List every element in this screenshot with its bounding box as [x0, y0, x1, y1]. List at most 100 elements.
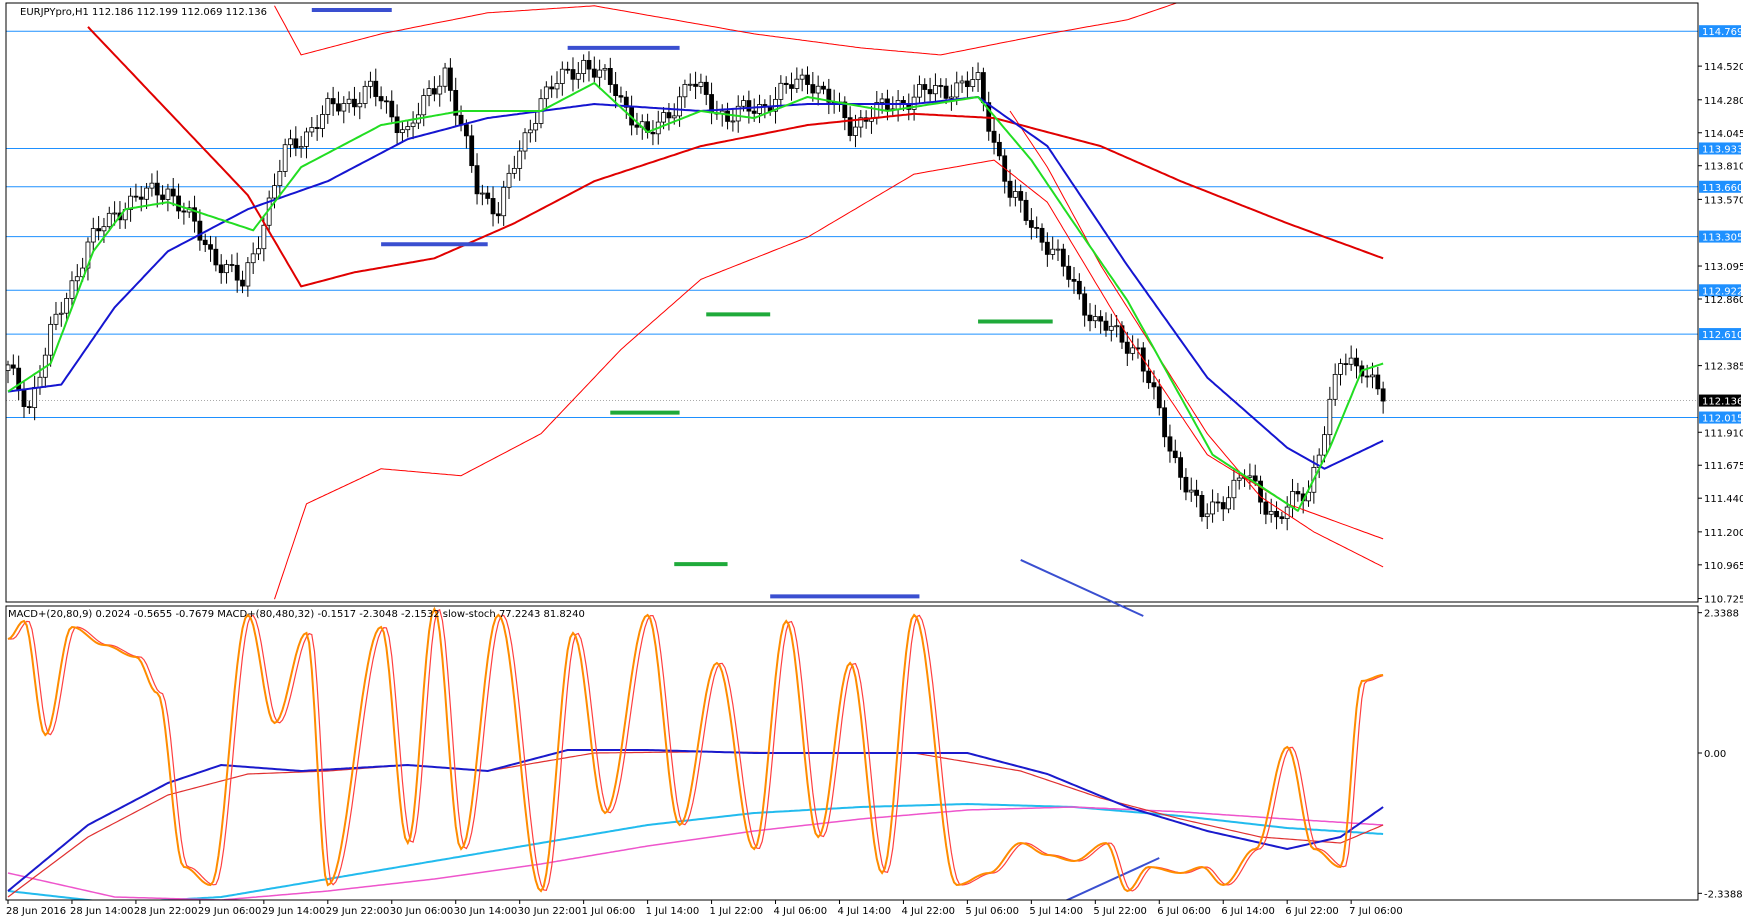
bull-candle[interactable] [165, 188, 171, 200]
bear-candle[interactable] [1220, 502, 1226, 510]
bear-candle[interactable] [842, 101, 848, 119]
bear-candle[interactable] [336, 103, 341, 112]
bull-candle[interactable] [1114, 325, 1120, 328]
bear-candle[interactable] [1183, 476, 1189, 493]
bull-candle[interactable] [527, 129, 533, 134]
bull-candle[interactable] [112, 212, 117, 215]
bear-candle[interactable] [751, 110, 757, 114]
bear-candle[interactable] [565, 68, 571, 71]
bear-candle[interactable] [1156, 386, 1162, 409]
bear-candle[interactable] [21, 388, 27, 407]
bull-candle[interactable] [1204, 513, 1210, 518]
bear-candle[interactable] [192, 207, 197, 222]
bear-candle[interactable] [1028, 220, 1034, 228]
bear-candle[interactable] [1076, 280, 1082, 295]
bull-candle[interactable] [346, 98, 352, 104]
bull-candle[interactable] [1338, 363, 1343, 375]
bear-candle[interactable] [458, 114, 464, 126]
bear-candle[interactable] [549, 86, 555, 90]
bull-candle[interactable] [304, 131, 309, 147]
bear-candle[interactable] [1082, 293, 1088, 316]
bear-candle[interactable] [1146, 370, 1152, 384]
bear-candle[interactable] [618, 95, 624, 98]
bull-candle[interactable] [320, 114, 325, 129]
bear-candle[interactable] [1258, 480, 1263, 503]
bear-candle[interactable] [650, 132, 656, 135]
bull-candle[interactable] [970, 79, 976, 88]
bear-candle[interactable] [725, 110, 730, 122]
bear-candle[interactable] [330, 98, 336, 105]
bull-candle[interactable] [245, 262, 251, 287]
bull-candle[interactable] [757, 104, 762, 114]
bull-candle[interactable] [69, 280, 75, 299]
bull-candle[interactable] [506, 172, 512, 188]
bear-candle[interactable] [1279, 516, 1285, 519]
bull-candle[interactable] [256, 248, 261, 255]
bear-candle[interactable] [352, 98, 357, 108]
bear-candle[interactable] [607, 68, 613, 85]
bull-candle[interactable] [250, 253, 256, 264]
bull-candle[interactable] [421, 95, 427, 116]
bull-candle[interactable] [426, 88, 432, 96]
bull-candle[interactable] [671, 115, 677, 119]
bear-candle[interactable] [1199, 495, 1205, 518]
bear-candle[interactable] [847, 117, 853, 136]
bull-candle[interactable] [853, 126, 858, 136]
bear-candle[interactable] [1167, 436, 1173, 452]
bear-candle[interactable] [469, 135, 475, 167]
bear-candle[interactable] [213, 248, 219, 266]
bull-candle[interactable] [106, 212, 112, 228]
bear-candle[interactable] [623, 96, 629, 108]
bear-candle[interactable] [1172, 450, 1178, 459]
bear-candle[interactable] [927, 89, 933, 95]
bear-candle[interactable] [490, 198, 496, 215]
bear-candle[interactable] [1039, 227, 1045, 243]
bear-candle[interactable] [1194, 489, 1199, 496]
bear-candle[interactable] [1343, 363, 1349, 365]
bull-candle[interactable] [224, 264, 229, 274]
bear-candle[interactable] [176, 195, 181, 212]
bear-candle[interactable] [943, 85, 949, 99]
bull-candle[interactable] [368, 80, 373, 87]
bear-candle[interactable] [218, 264, 224, 274]
bear-candle[interactable] [1263, 501, 1269, 515]
bull-candle[interactable] [794, 78, 800, 89]
bear-candle[interactable] [1375, 374, 1381, 390]
bull-candle[interactable] [1226, 497, 1231, 510]
bull-candle[interactable] [1108, 325, 1114, 331]
bear-candle[interactable] [26, 406, 32, 409]
bear-candle[interactable] [1071, 278, 1077, 282]
bear-candle[interactable] [10, 364, 16, 369]
bear-candle[interactable] [394, 116, 400, 134]
bull-candle[interactable] [442, 67, 448, 87]
bull-candle[interactable] [6, 364, 11, 371]
bull-candle[interactable] [298, 146, 304, 149]
bull-candle[interactable] [1188, 489, 1194, 493]
bull-candle[interactable] [101, 226, 107, 232]
bear-candle[interactable] [447, 67, 453, 91]
bull-candle[interactable] [479, 192, 485, 195]
bear-candle[interactable] [1023, 199, 1029, 221]
bull-candle[interactable] [1290, 491, 1295, 508]
bear-candle[interactable] [591, 68, 597, 78]
bull-candle[interactable] [272, 185, 277, 199]
bull-candle[interactable] [975, 72, 981, 80]
bull-candle[interactable] [533, 123, 539, 131]
bull-candle[interactable] [341, 103, 347, 112]
bull-candle[interactable] [554, 83, 560, 90]
bull-candle[interactable] [1370, 374, 1375, 378]
bear-candle[interactable] [783, 82, 789, 86]
bear-candle[interactable] [1044, 241, 1050, 255]
bear-candle[interactable] [431, 88, 437, 95]
bull-candle[interactable] [282, 144, 288, 172]
bull-candle[interactable] [858, 117, 864, 128]
bear-candle[interactable] [613, 84, 619, 97]
bull-candle[interactable] [400, 129, 405, 134]
bull-candle[interactable] [602, 68, 608, 71]
bull-candle[interactable] [1236, 477, 1242, 481]
bull-candle[interactable] [735, 105, 741, 122]
bear-candle[interactable] [463, 124, 469, 137]
bear-candle[interactable] [703, 81, 709, 95]
